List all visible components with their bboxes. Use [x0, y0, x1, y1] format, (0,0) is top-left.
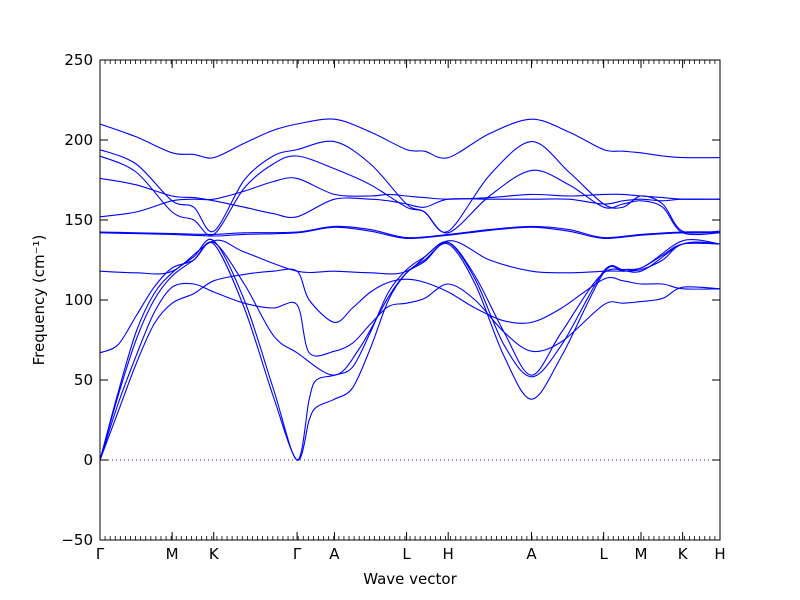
x-tick-label: A — [329, 545, 340, 563]
band-line-2 — [100, 282, 720, 461]
band-line-13 — [100, 118, 720, 159]
x-tick-label: A — [526, 545, 537, 563]
band-line-6 — [100, 239, 720, 275]
x-axis-title: Wave vector — [363, 570, 457, 588]
x-tick-label: M — [166, 545, 179, 563]
band-line-11 — [100, 155, 720, 236]
x-tick-label: L — [599, 545, 608, 563]
x-tick-label: M — [635, 545, 648, 563]
band-line-10 — [100, 177, 720, 219]
y-tick-label: 100 — [64, 291, 93, 309]
x-tick-label: H — [714, 545, 725, 563]
y-tick-label: 0 — [83, 451, 93, 469]
y-axis-title: Frequency (cm⁻¹) — [30, 235, 48, 366]
series-group — [100, 118, 720, 461]
band-line-8 — [100, 226, 720, 240]
y-tick-label: 50 — [74, 371, 93, 389]
x-minor-ticks — [99, 60, 721, 540]
plot-area — [99, 59, 721, 541]
x-tick-label: K — [678, 545, 689, 563]
plot-frame — [99, 59, 721, 541]
band-line-7 — [100, 225, 720, 239]
x-tick-label: Γ — [96, 545, 105, 563]
y-tick-label: 200 — [64, 131, 93, 149]
band-line-5 — [100, 241, 720, 376]
band-line-1 — [100, 268, 720, 461]
y-axis: −50 0 50 100 150 200 250 — [61, 51, 720, 549]
y-tick-label: 150 — [64, 211, 93, 229]
x-tick-label: K — [209, 545, 220, 563]
x-tick-label: H — [443, 545, 454, 563]
x-tick-label: Γ — [293, 545, 302, 563]
band-line-4 — [100, 238, 720, 461]
band-line-3 — [100, 241, 720, 461]
band-line-12 — [100, 140, 720, 234]
y-tick-label: −50 — [61, 531, 93, 549]
x-tick-label: L — [402, 545, 411, 563]
y-tick-label: 250 — [64, 51, 93, 69]
